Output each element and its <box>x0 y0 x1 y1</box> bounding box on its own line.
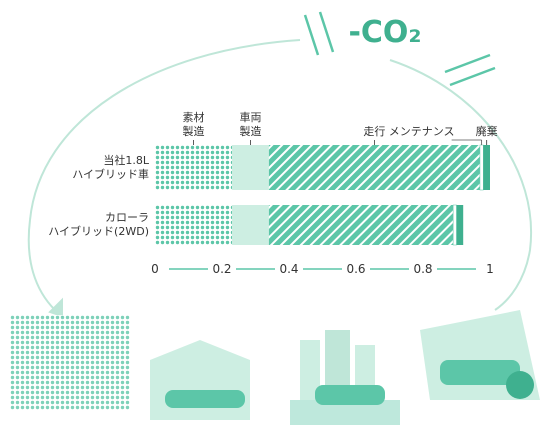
bar-segment <box>232 145 269 190</box>
bar-segment <box>232 205 269 245</box>
bar-segment <box>479 144 484 191</box>
bar-segment <box>452 204 457 246</box>
legend-label: メンテナンス <box>388 125 455 138</box>
legend-label: 素材 製造 <box>182 111 205 138</box>
bar-segment <box>483 145 490 190</box>
x-tick-label: 0.4 <box>279 262 298 276</box>
decoration <box>27 11 533 318</box>
x-tick-label: 0.6 <box>346 262 365 276</box>
bar-segment <box>268 205 454 245</box>
x-tick-label: 0.2 <box>212 262 231 276</box>
legend-label: 廃棄 <box>475 125 498 138</box>
x-tick-label: 0.8 <box>413 262 432 276</box>
bar-segment <box>456 205 464 245</box>
x-tick-label: 1 <box>486 262 494 276</box>
category-label: 当社1.8L ハイブリッド車 <box>72 153 149 181</box>
bar-segment <box>155 205 233 245</box>
co2-label: -CO₂ <box>348 15 421 50</box>
category-label: カローラ ハイブリッド(2WD) <box>48 211 149 238</box>
legend-label: 走行 <box>363 125 386 138</box>
illustrations <box>10 310 540 425</box>
x-tick-label: 0 <box>151 262 159 276</box>
bar-segment <box>155 145 233 190</box>
legend-label: 車両 製造 <box>239 111 262 138</box>
bar-segment <box>268 145 480 190</box>
